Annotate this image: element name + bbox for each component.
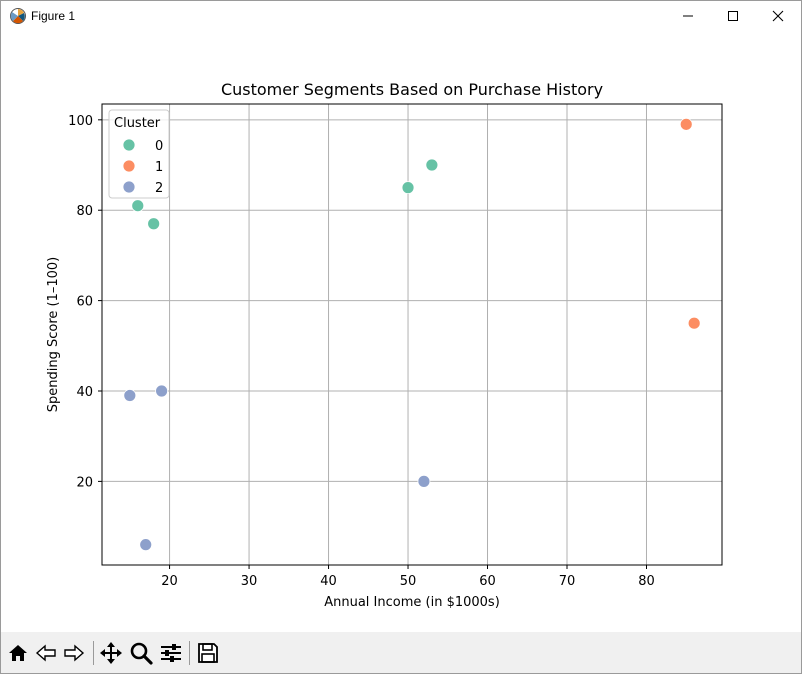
forward-icon — [64, 644, 85, 662]
data-point-cluster-1 — [679, 117, 693, 131]
pan-icon — [100, 642, 122, 664]
zoom-icon — [130, 642, 153, 665]
zoom-button[interactable] — [128, 640, 154, 666]
legend-label-cluster-2: 2 — [155, 181, 163, 196]
window-title: Figure 1 — [31, 9, 76, 23]
configure-subplots-button[interactable] — [158, 640, 184, 666]
axes-frame — [101, 103, 723, 566]
grid-lines — [102, 104, 722, 565]
legend-label-cluster-1: 1 — [155, 160, 163, 175]
navigation-toolbar — [1, 632, 801, 673]
figure-canvas[interactable]: 20 30 40 50 60 70 80 20 40 60 80 100 Customer Segme… — [1, 31, 801, 631]
toolbar-separator — [93, 641, 94, 665]
save-button[interactable] — [195, 640, 221, 666]
data-points — [123, 117, 701, 552]
x-tick-label: 40 — [320, 574, 337, 589]
legend: Cluster 0 1 2 — [108, 109, 170, 199]
maximize-icon — [728, 11, 738, 21]
x-tick-label: 70 — [559, 574, 576, 589]
data-point-cluster-2 — [417, 474, 431, 488]
legend-label-cluster-0: 0 — [155, 139, 163, 154]
x-tick-label: 50 — [400, 574, 417, 589]
x-tick-label: 30 — [241, 574, 258, 589]
y-tick-label: 60 — [76, 295, 93, 310]
x-axis-label: Annual Income (in $1000s) — [324, 595, 500, 610]
toolbar-separator — [189, 641, 190, 665]
y-tick-label: 20 — [76, 475, 93, 490]
legend-marker-cluster-2 — [122, 180, 136, 194]
chart-title: Customer Segments Based on Purchase Hist… — [221, 80, 603, 99]
legend-marker-cluster-0 — [122, 138, 136, 152]
data-point-cluster-2 — [139, 538, 153, 552]
save-icon — [198, 643, 218, 663]
minimize-icon — [683, 15, 693, 17]
y-tick-label: 80 — [76, 204, 93, 219]
data-point-cluster-0 — [147, 217, 161, 231]
configure-subplots-icon — [161, 644, 181, 662]
minimize-button[interactable] — [665, 1, 711, 31]
home-icon — [9, 645, 27, 661]
x-tick-label: 60 — [479, 574, 496, 589]
y-tick-label: 40 — [76, 385, 93, 400]
data-point-cluster-0 — [131, 199, 145, 213]
x-tick-label: 20 — [161, 574, 178, 589]
forward-button[interactable] — [61, 640, 87, 666]
y-tick-label: 100 — [68, 114, 93, 129]
x-tick-label: 80 — [638, 574, 655, 589]
data-point-cluster-2 — [155, 384, 169, 398]
title-bar[interactable]: Figure 1 — [1, 1, 801, 31]
maximize-button[interactable] — [710, 1, 756, 31]
legend-marker-cluster-1 — [122, 159, 136, 173]
close-button[interactable] — [755, 1, 801, 31]
close-icon — [772, 10, 784, 22]
data-point-cluster-0 — [425, 158, 439, 172]
data-point-cluster-2 — [123, 389, 137, 402]
legend-title: Cluster — [114, 116, 161, 131]
legend-items: 0 1 2 — [122, 138, 163, 196]
legend-box — [108, 109, 170, 199]
matplotlib-logo-icon — [10, 8, 26, 24]
pan-button[interactable] — [98, 640, 124, 666]
data-point-cluster-0 — [401, 181, 415, 195]
data-point-cluster-1 — [687, 316, 701, 330]
back-icon — [35, 644, 56, 662]
y-axis-label: Spending Score (1–100) — [46, 257, 61, 413]
back-button[interactable] — [33, 640, 59, 666]
home-button[interactable] — [5, 640, 31, 666]
